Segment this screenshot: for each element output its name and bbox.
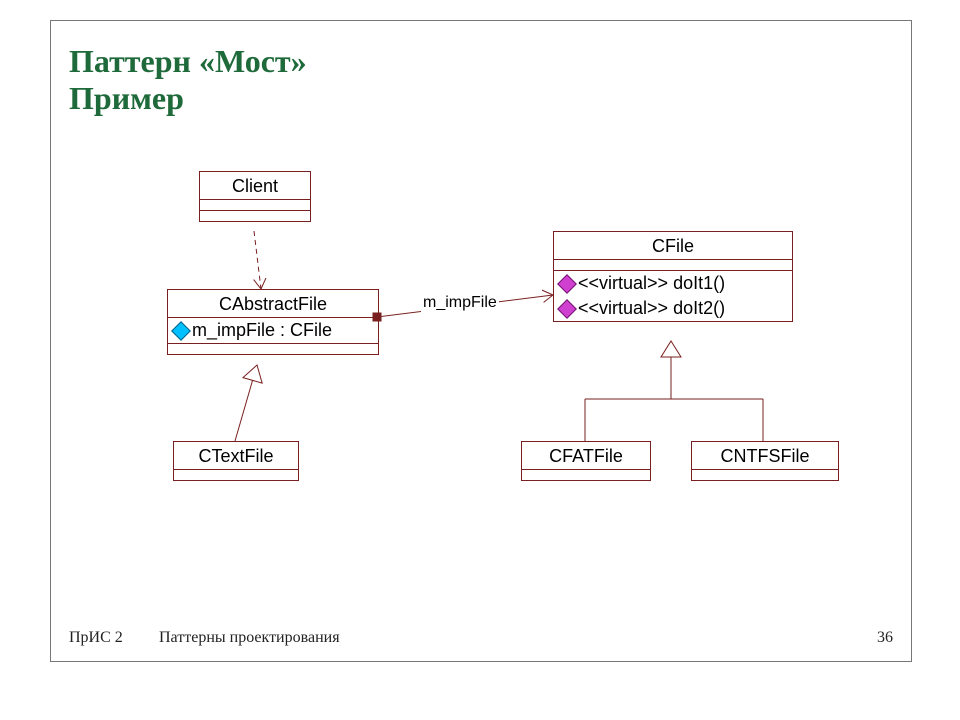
uml-op: <<virtual>> doIt1() [554,271,792,296]
title-line-2: Пример [69,80,184,116]
uml-class-name: Client [200,172,310,199]
uml-class-name: CFile [554,232,792,259]
uml-class-name: CNTFSFile [692,442,838,469]
footer-left: ПрИС 2 [69,629,123,647]
op-icon [557,299,577,319]
uml-class-cabstractfile: CAbstractFile m_impFile : CFile [167,289,379,355]
uml-class-cntfsfile: CNTFSFile [691,441,839,481]
uml-class-name: CTextFile [174,442,298,469]
uml-class-client: Client [199,171,311,222]
uml-op: <<virtual>> doIt2() [554,296,792,321]
uml-class-cfatfile: CFATFile [521,441,651,481]
slide-frame: Паттерн «Мост» Пример Client CAbstractFi… [50,20,912,662]
uml-class-cfile: CFile <<virtual>> doIt1() <<virtual>> do… [553,231,793,322]
uml-attr: m_impFile : CFile [168,318,378,343]
uml-class-ctextfile: CTextFile [173,441,299,481]
uml-class-name: CFATFile [522,442,650,469]
op-icon [557,274,577,294]
attr-icon [171,321,191,341]
footer-right: 36 [877,629,893,647]
footer-mid: Паттерны проектирования [159,629,340,647]
uml-class-name: CAbstractFile [168,290,378,317]
assoc-label: m_impFile [421,294,499,312]
slide-title: Паттерн «Мост» Пример [69,43,307,117]
title-line-1: Паттерн «Мост» [69,43,307,79]
